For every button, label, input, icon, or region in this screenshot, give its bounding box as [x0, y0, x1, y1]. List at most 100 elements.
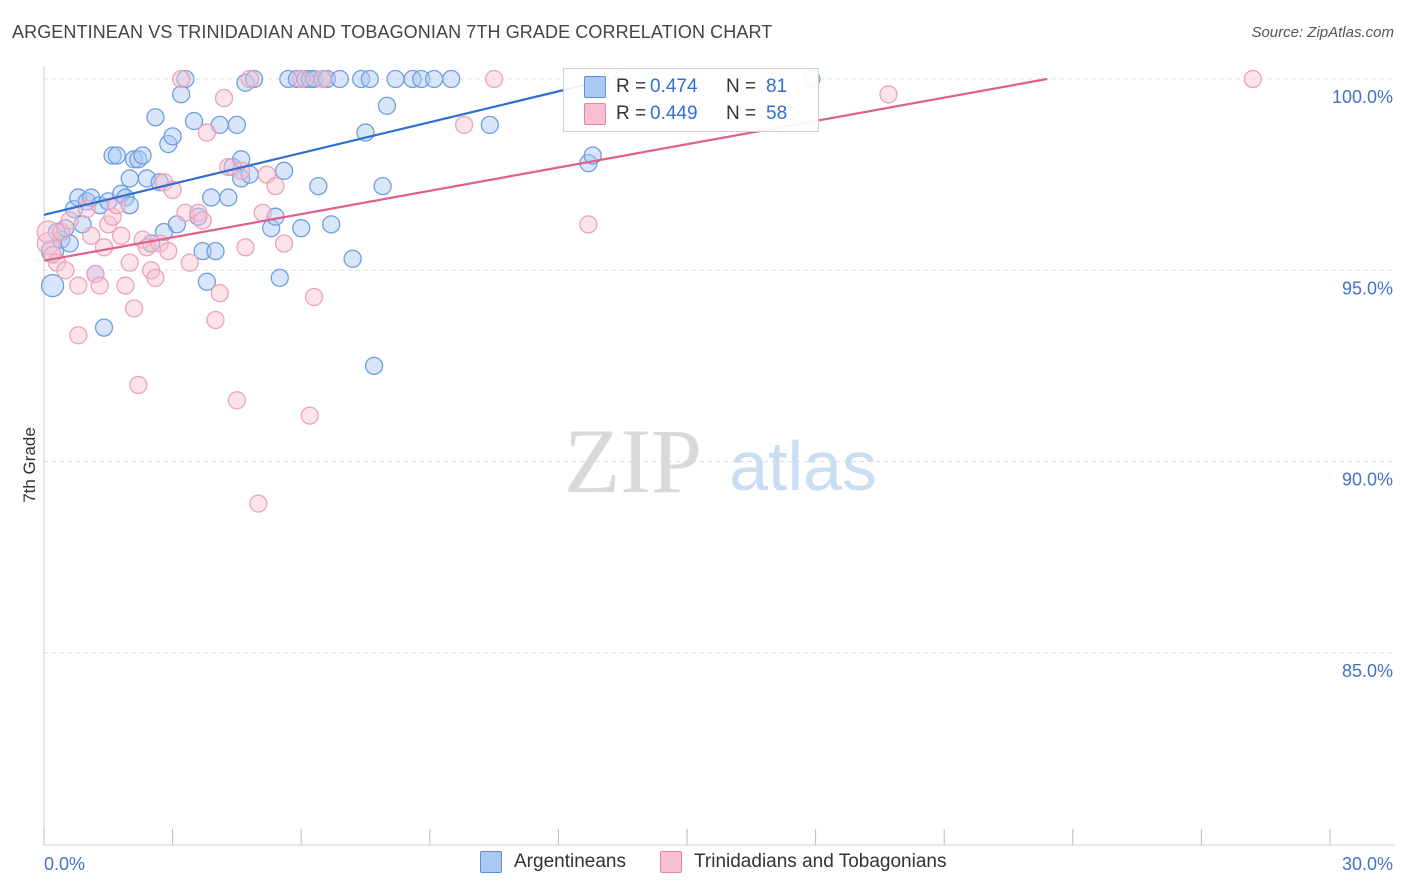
series-label-trinidadians: Trinidadians and Tobagonians: [694, 851, 947, 872]
argentineans-point: [270, 268, 289, 288]
series-legend-argentineans[interactable]: Argentineans: [480, 851, 626, 873]
argentineans-point: [120, 169, 139, 188]
argentineans-point: [244, 69, 264, 89]
trinidadians-point: [60, 211, 79, 230]
argentineans-point: [124, 150, 144, 169]
argentineans-point: [107, 146, 127, 165]
argentineans-point: [386, 69, 405, 89]
series-label-argentineans: Argentineans: [514, 851, 626, 872]
trinidadians-point: [69, 326, 88, 345]
trinidadians-point: [236, 238, 255, 257]
argentineans-point: [94, 318, 114, 337]
correlation-legend: R = 0.474 N = 81 R = 0.449 N = 58: [563, 68, 819, 132]
trinidadians-point: [129, 375, 148, 395]
y-tick-label: 90.0%: [1342, 470, 1393, 490]
y-axis-label: 7th Grade: [20, 427, 39, 503]
trinidadians-point: [240, 69, 259, 89]
argentineans-point: [424, 69, 444, 89]
trinidadians-point: [94, 238, 114, 257]
x-tick-label: 0.0%: [44, 854, 85, 874]
series-swatch-trinidadians: [660, 851, 682, 873]
argentineans-point: [292, 219, 311, 238]
trinidadians-point: [112, 226, 131, 245]
argentineans-point: [480, 115, 499, 135]
trinidadians-point: [210, 284, 229, 303]
trinidadians-point: [206, 310, 225, 330]
argentineans-point: [103, 146, 122, 165]
x-tick-label: 30.0%: [1342, 854, 1393, 874]
trinidadians-point: [103, 207, 122, 226]
legend-r-label: R =: [616, 103, 647, 124]
argentineans-point: [274, 161, 294, 180]
argentineans-point: [202, 188, 221, 207]
trinidadians-trend-line: [43, 77, 1048, 262]
argentineans-point: [232, 169, 251, 188]
argentineans-point: [330, 69, 349, 89]
trinidadians-point: [36, 220, 60, 244]
legend-r-label: R =: [616, 76, 647, 97]
trinidadians-point: [56, 261, 75, 280]
argentineans-point: [412, 69, 431, 89]
y-tick-label: 95.0%: [1342, 278, 1393, 298]
argentineans-point: [146, 108, 165, 127]
argentineans-point: [40, 273, 65, 298]
trinidadians-point: [304, 287, 324, 307]
watermark-zip: ZIP: [564, 410, 702, 512]
trinidadians-point: [274, 234, 294, 253]
argentineans-point: [373, 176, 392, 196]
trend-lines: [43, 77, 1048, 262]
trinidadians-point: [1243, 69, 1262, 89]
legend-n-label: N =: [726, 103, 757, 124]
trinidadians-point: [292, 69, 311, 89]
argentineans-point: [309, 176, 328, 196]
trinidadians-point: [146, 268, 165, 288]
argentineans-point: [120, 196, 139, 215]
trinidadians-point: [86, 264, 105, 284]
data-points: [36, 69, 1262, 513]
argentineans-point: [377, 96, 397, 115]
trinidadians-point: [313, 69, 332, 89]
legend-row-trinidadians: R = 0.449 N = 58: [584, 101, 787, 127]
trinidadians-point: [454, 115, 474, 135]
trinidadians-point: [124, 299, 144, 318]
argentineans-point: [364, 356, 384, 376]
trinidadians-point: [82, 226, 101, 245]
argentineans-point: [206, 241, 225, 261]
argentineans-point: [193, 241, 212, 261]
argentineans-trend-line: [43, 77, 611, 216]
argentineans-point: [51, 230, 71, 249]
legend-swatch-trinidadians: [584, 103, 606, 125]
trinidadians-point: [116, 276, 135, 295]
trinidadians-point: [90, 276, 109, 295]
series-legend: Argentineans Trinidadians and Tobagonian…: [0, 851, 1406, 877]
trinidadians-point: [484, 69, 504, 89]
legend-n-label: N =: [726, 76, 757, 97]
legend-n-value: 81: [766, 76, 788, 97]
argentineans-point: [163, 127, 182, 146]
trinidadians-point: [176, 203, 195, 223]
argentineans-point: [343, 249, 362, 268]
source-label: Source: ZipAtlas.com: [1251, 24, 1394, 41]
trinidadians-point: [227, 391, 247, 410]
trinidadians-point: [159, 241, 178, 261]
trinidadians-point: [266, 176, 285, 196]
legend-r-value: 0.449: [650, 103, 698, 124]
argentineans-point: [317, 69, 337, 89]
argentineans-point: [360, 69, 379, 89]
trinidadians-point: [253, 203, 272, 223]
series-legend-trinidadians[interactable]: Trinidadians and Tobagonians: [660, 851, 946, 873]
argentineans-point: [184, 111, 204, 131]
trinidadians-point: [249, 494, 268, 513]
legend-r-value: 0.474: [650, 76, 698, 97]
tick-labels: 100.0% 95.0% 90.0% 85.0% 0.0% 30.0%: [44, 87, 1393, 874]
argentineans-point: [227, 115, 247, 135]
series-swatch-argentineans: [480, 851, 502, 873]
trinidadians-point: [197, 123, 217, 142]
y-tick-label: 100.0%: [1332, 87, 1393, 107]
argentineans-point: [176, 69, 195, 89]
legend-n-value: 58: [766, 103, 788, 124]
argentineans-point: [197, 272, 217, 291]
trinidadians-point: [120, 253, 139, 272]
y-tick-label: 85.0%: [1342, 661, 1393, 681]
axes: [43, 66, 1395, 846]
